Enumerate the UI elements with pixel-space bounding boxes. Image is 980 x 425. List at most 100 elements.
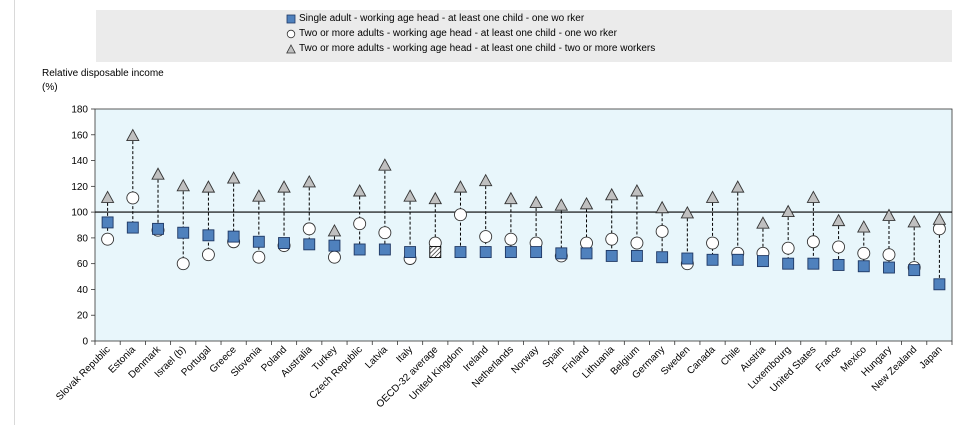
marker-circle-two-adults-one-worker (857, 246, 871, 260)
marker-triangle-two-adults-two-workers (579, 196, 594, 210)
marker-triangle-two-adults-two-workers (680, 205, 695, 219)
marker-square-single-adult-one-worker (656, 251, 669, 264)
marker-circle-two-adults-one-worker (832, 240, 846, 254)
marker-square-single-adult-one-worker (152, 222, 164, 235)
chart-legend: Single adult - working age head - at lea… (96, 10, 952, 62)
x-category-label: New Zealand (870, 344, 919, 393)
marker-triangle-two-adults-two-workers (100, 190, 115, 203)
marker-triangle-two-adults-two-workers (176, 178, 190, 192)
marker-square-single-adult-one-worker (504, 246, 517, 259)
marker-square-single-adult-one-worker (530, 246, 543, 259)
marker-triangle-two-adults-two-workers (806, 190, 821, 203)
marker-square-single-adult-one-worker (404, 246, 417, 259)
y-tick-label: 40 (77, 285, 89, 296)
marker-triangle-two-adults-two-workers (126, 128, 140, 142)
marker-square-single-adult-one-worker (681, 252, 694, 265)
marker-triangle-two-adults-two-workers (277, 180, 291, 193)
marker-square-single-adult-one-worker (227, 230, 240, 243)
marker-triangle-two-adults-two-workers (478, 173, 493, 187)
marker-square-single-adult-one-worker (857, 260, 870, 273)
marker-square-single-adult-one-worker (378, 243, 391, 256)
x-category-label: Canada (685, 344, 718, 377)
marker-circle-two-adults-one-worker (302, 222, 316, 236)
y-tick-label: 100 (71, 208, 88, 219)
marker-triangle-two-adults-two-workers (831, 213, 846, 227)
y-tick-label: 20 (77, 311, 89, 322)
y-tick-label: 0 (82, 337, 88, 348)
marker-circle-two-adults-one-worker (479, 230, 493, 244)
marker-square-single-adult-one-worker (353, 243, 366, 256)
marker-square-single-adult-one-worker (580, 247, 593, 260)
marker-circle-two-adults-one-worker (706, 236, 719, 250)
marker-triangle-two-adults-two-workers (428, 191, 443, 205)
x-category-label: Norway (509, 344, 541, 376)
marker-circle-two-adults-one-worker (655, 224, 669, 238)
legend-label: Two or more adults - working age head - … (299, 43, 656, 54)
marker-square-single-adult-one-worker (883, 261, 895, 274)
marker-square-single-adult-one-worker (555, 247, 568, 260)
marker-square-single-adult-one-worker (908, 264, 921, 277)
marker-triangle-two-adults-two-workers (882, 208, 896, 221)
marker-triangle-two-adults-two-workers (352, 184, 367, 197)
marker-square-single-adult-one-worker (252, 235, 265, 248)
marker-triangle-two-adults-two-workers (201, 180, 216, 193)
marker-triangle-two-adults-two-workers (453, 180, 468, 193)
marker-triangle-two-adults-two-workers (705, 190, 720, 203)
marker-triangle-two-adults-two-workers (302, 175, 317, 188)
marker-square-single-adult-one-worker (328, 239, 341, 252)
marker-circle-two-adults-one-worker (882, 248, 896, 262)
y-tick-label: 80 (77, 233, 89, 244)
x-category-label: Latvia (363, 344, 390, 371)
marker-triangle-two-adults-two-workers (378, 158, 392, 171)
marker-square-single-adult-one-worker (757, 255, 769, 268)
figure-frame-left-edge (14, 0, 15, 425)
marker-square-single-adult-one-worker (202, 229, 215, 242)
legend-label: Single adult - working age head - at lea… (299, 13, 585, 24)
marker-circle-two-adults-one-worker (201, 248, 215, 262)
marker-square-single-adult-one-worker (731, 253, 744, 266)
marker-circle-two-adults-one-worker (781, 241, 795, 255)
marker-triangle-two-adults-two-workers (226, 171, 241, 184)
y-axis-unit: (%) (42, 82, 58, 93)
marker-circle-two-adults-one-worker (630, 236, 644, 250)
triangle-marker-icon (286, 44, 296, 54)
marker-square-single-adult-one-worker (706, 253, 719, 266)
marker-square-single-adult-one-worker (429, 246, 442, 259)
marker-circle-two-adults-one-worker (126, 191, 140, 205)
marker-circle-two-adults-one-worker (580, 236, 593, 250)
marker-triangle-two-adults-two-workers (151, 167, 165, 180)
marker-square-single-adult-one-worker (454, 246, 467, 259)
marker-square-single-adult-one-worker (303, 238, 316, 251)
legend-label: Two or more adults - working age head - … (299, 28, 617, 39)
x-category-label: Japan (917, 344, 944, 371)
marker-triangle-two-adults-two-workers (730, 180, 745, 193)
y-tick-label: 140 (71, 156, 88, 167)
marker-triangle-two-adults-two-workers (630, 184, 644, 197)
marker-square-single-adult-one-worker (479, 246, 492, 259)
marker-triangle-two-adults-two-workers (655, 200, 669, 214)
marker-triangle-two-adults-two-workers (781, 204, 795, 218)
marker-circle-two-adults-one-worker (101, 232, 115, 246)
marker-triangle-two-adults-two-workers (907, 214, 921, 228)
x-category-label: France (814, 344, 844, 374)
y-tick-label: 160 (71, 130, 88, 141)
marker-square-single-adult-one-worker (807, 257, 820, 270)
square-marker-icon (286, 14, 296, 24)
marker-triangle-two-adults-two-workers (529, 195, 543, 209)
marker-square-single-adult-one-worker (933, 278, 946, 291)
marker-triangle-two-adults-two-workers (554, 198, 569, 211)
marker-triangle-two-adults-two-workers (857, 220, 871, 233)
marker-triangle-two-adults-two-workers (504, 191, 518, 205)
marker-square-single-adult-one-worker (782, 257, 795, 270)
marker-triangle-two-adults-two-workers (932, 212, 947, 225)
x-category-label: Slovak Republic (54, 344, 112, 402)
y-tick-label: 180 (71, 105, 88, 116)
y-tick-label: 60 (77, 259, 89, 270)
marker-circle-two-adults-one-worker (328, 250, 341, 264)
circle-marker-icon (286, 29, 296, 39)
marker-triangle-two-adults-two-workers (403, 189, 417, 202)
marker-triangle-two-adults-two-workers (756, 216, 770, 229)
marker-square-single-adult-one-worker (832, 259, 845, 271)
y-axis-title: Relative disposable income (42, 68, 164, 79)
